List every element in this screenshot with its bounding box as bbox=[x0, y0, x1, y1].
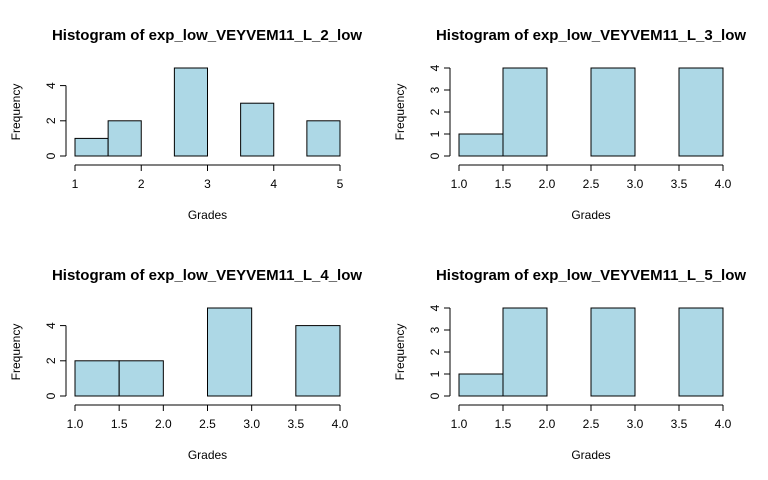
x-axis-label: Grades bbox=[571, 448, 610, 462]
histogram-bar bbox=[502, 67, 548, 157]
x-tick-label: 3.0 bbox=[243, 417, 260, 431]
x-tick-label: 3.5 bbox=[287, 417, 304, 431]
histogram-panel-4: 1.0 1.5 2.0 2.5 3.0 3.5 4.0 0 1 2 3 4 Histogram of e… bbox=[393, 267, 746, 462]
histogram-bar bbox=[590, 307, 636, 397]
histogram-panel-3: 1.0 1.5 2.0 2.5 3.0 3.5 4.0 0 2 4 Histogram of exp… bbox=[9, 267, 362, 462]
x-tick-label: 4 bbox=[270, 177, 277, 191]
x-tick-label: 1.5 bbox=[111, 417, 128, 431]
x-tick-label: 4.0 bbox=[715, 417, 732, 431]
x-tick-label: 3.0 bbox=[627, 417, 644, 431]
x-tick-label: 1.0 bbox=[451, 177, 468, 191]
x-tick-label: 2.5 bbox=[583, 417, 600, 431]
histogram-bar bbox=[295, 325, 341, 397]
x-tick-label: 3.0 bbox=[627, 177, 644, 191]
histogram-bar bbox=[240, 102, 275, 157]
histogram-bar bbox=[678, 67, 724, 157]
histogram-bar bbox=[458, 133, 504, 157]
histogram-bar bbox=[678, 307, 724, 397]
x-tick-label: 2.0 bbox=[155, 417, 172, 431]
histogram-bar bbox=[107, 120, 142, 157]
x-tick-label: 3 bbox=[204, 177, 211, 191]
y-axis-label: Frequency bbox=[9, 324, 23, 381]
x-tick-label: 3.5 bbox=[671, 177, 688, 191]
histogram-bar bbox=[306, 120, 341, 157]
y-tick-label: 4 bbox=[428, 64, 442, 71]
y-tick-label: 4 bbox=[44, 82, 58, 89]
y-axis-label: Frequency bbox=[393, 84, 407, 141]
x-tick-label: 2 bbox=[138, 177, 145, 191]
chart-title: Histogram of exp_low_VEYVEM11_L_4_low bbox=[52, 267, 362, 284]
x-tick-label: 5 bbox=[337, 177, 344, 191]
y-tick-label: 0 bbox=[428, 392, 442, 399]
y-tick-label: 4 bbox=[428, 304, 442, 311]
x-axis-label: Grades bbox=[188, 448, 227, 462]
histogram-bar bbox=[207, 307, 253, 397]
y-tick-label: 1 bbox=[428, 130, 442, 137]
x-tick-label: 1 bbox=[72, 177, 79, 191]
x-tick-label: 1.0 bbox=[451, 417, 468, 431]
histogram-bar bbox=[502, 307, 548, 397]
y-tick-label: 2 bbox=[428, 108, 442, 115]
y-tick-label: 4 bbox=[44, 322, 58, 329]
x-axis-label: Grades bbox=[571, 208, 610, 222]
histogram-panel-2: 1.0 1.5 2.0 2.5 3.0 3.5 4.0 0 1 2 3 4 Histogram of e… bbox=[393, 27, 746, 222]
x-tick-label: 1.0 bbox=[67, 417, 84, 431]
x-tick-label: 1.5 bbox=[495, 417, 512, 431]
x-tick-label: 2.0 bbox=[539, 417, 556, 431]
x-axis-label: Grades bbox=[188, 208, 227, 222]
y-tick-label: 1 bbox=[428, 370, 442, 377]
x-tick-label: 4.0 bbox=[332, 417, 349, 431]
x-tick-label: 2.5 bbox=[199, 417, 216, 431]
histogram-bar bbox=[74, 360, 120, 397]
x-tick-label: 3.5 bbox=[671, 417, 688, 431]
histogram-bar bbox=[458, 373, 504, 397]
x-tick-label: 2.5 bbox=[583, 177, 600, 191]
y-tick-label: 3 bbox=[428, 326, 442, 333]
y-tick-label: 0 bbox=[44, 392, 58, 399]
x-tick-label: 1.5 bbox=[495, 177, 512, 191]
y-tick-label: 2 bbox=[44, 357, 58, 364]
histogram-bar bbox=[173, 67, 208, 157]
histogram-bar bbox=[74, 137, 109, 157]
histogram-bar bbox=[118, 360, 164, 397]
histogram-bar bbox=[590, 67, 636, 157]
y-tick-label: 2 bbox=[44, 117, 58, 124]
chart-title: Histogram of exp_low_VEYVEM11_L_5_low bbox=[436, 267, 746, 284]
y-tick-label: 3 bbox=[428, 86, 442, 93]
y-tick-label: 0 bbox=[428, 152, 442, 159]
y-tick-label: 2 bbox=[428, 348, 442, 355]
x-tick-label: 2.0 bbox=[539, 177, 556, 191]
histogram-panel-1: 1 2 3 4 5 0 2 4 Histogram of exp_low_VEYVEM11_L_… bbox=[9, 27, 362, 222]
y-axis-label: Frequency bbox=[393, 324, 407, 381]
chart-title: Histogram of exp_low_VEYVEM11_L_3_low bbox=[436, 27, 746, 44]
y-axis-label: Frequency bbox=[9, 84, 23, 141]
x-tick-label: 4.0 bbox=[715, 177, 732, 191]
y-tick-label: 0 bbox=[44, 152, 58, 159]
chart-title: Histogram of exp_low_VEYVEM11_L_2_low bbox=[52, 27, 362, 44]
